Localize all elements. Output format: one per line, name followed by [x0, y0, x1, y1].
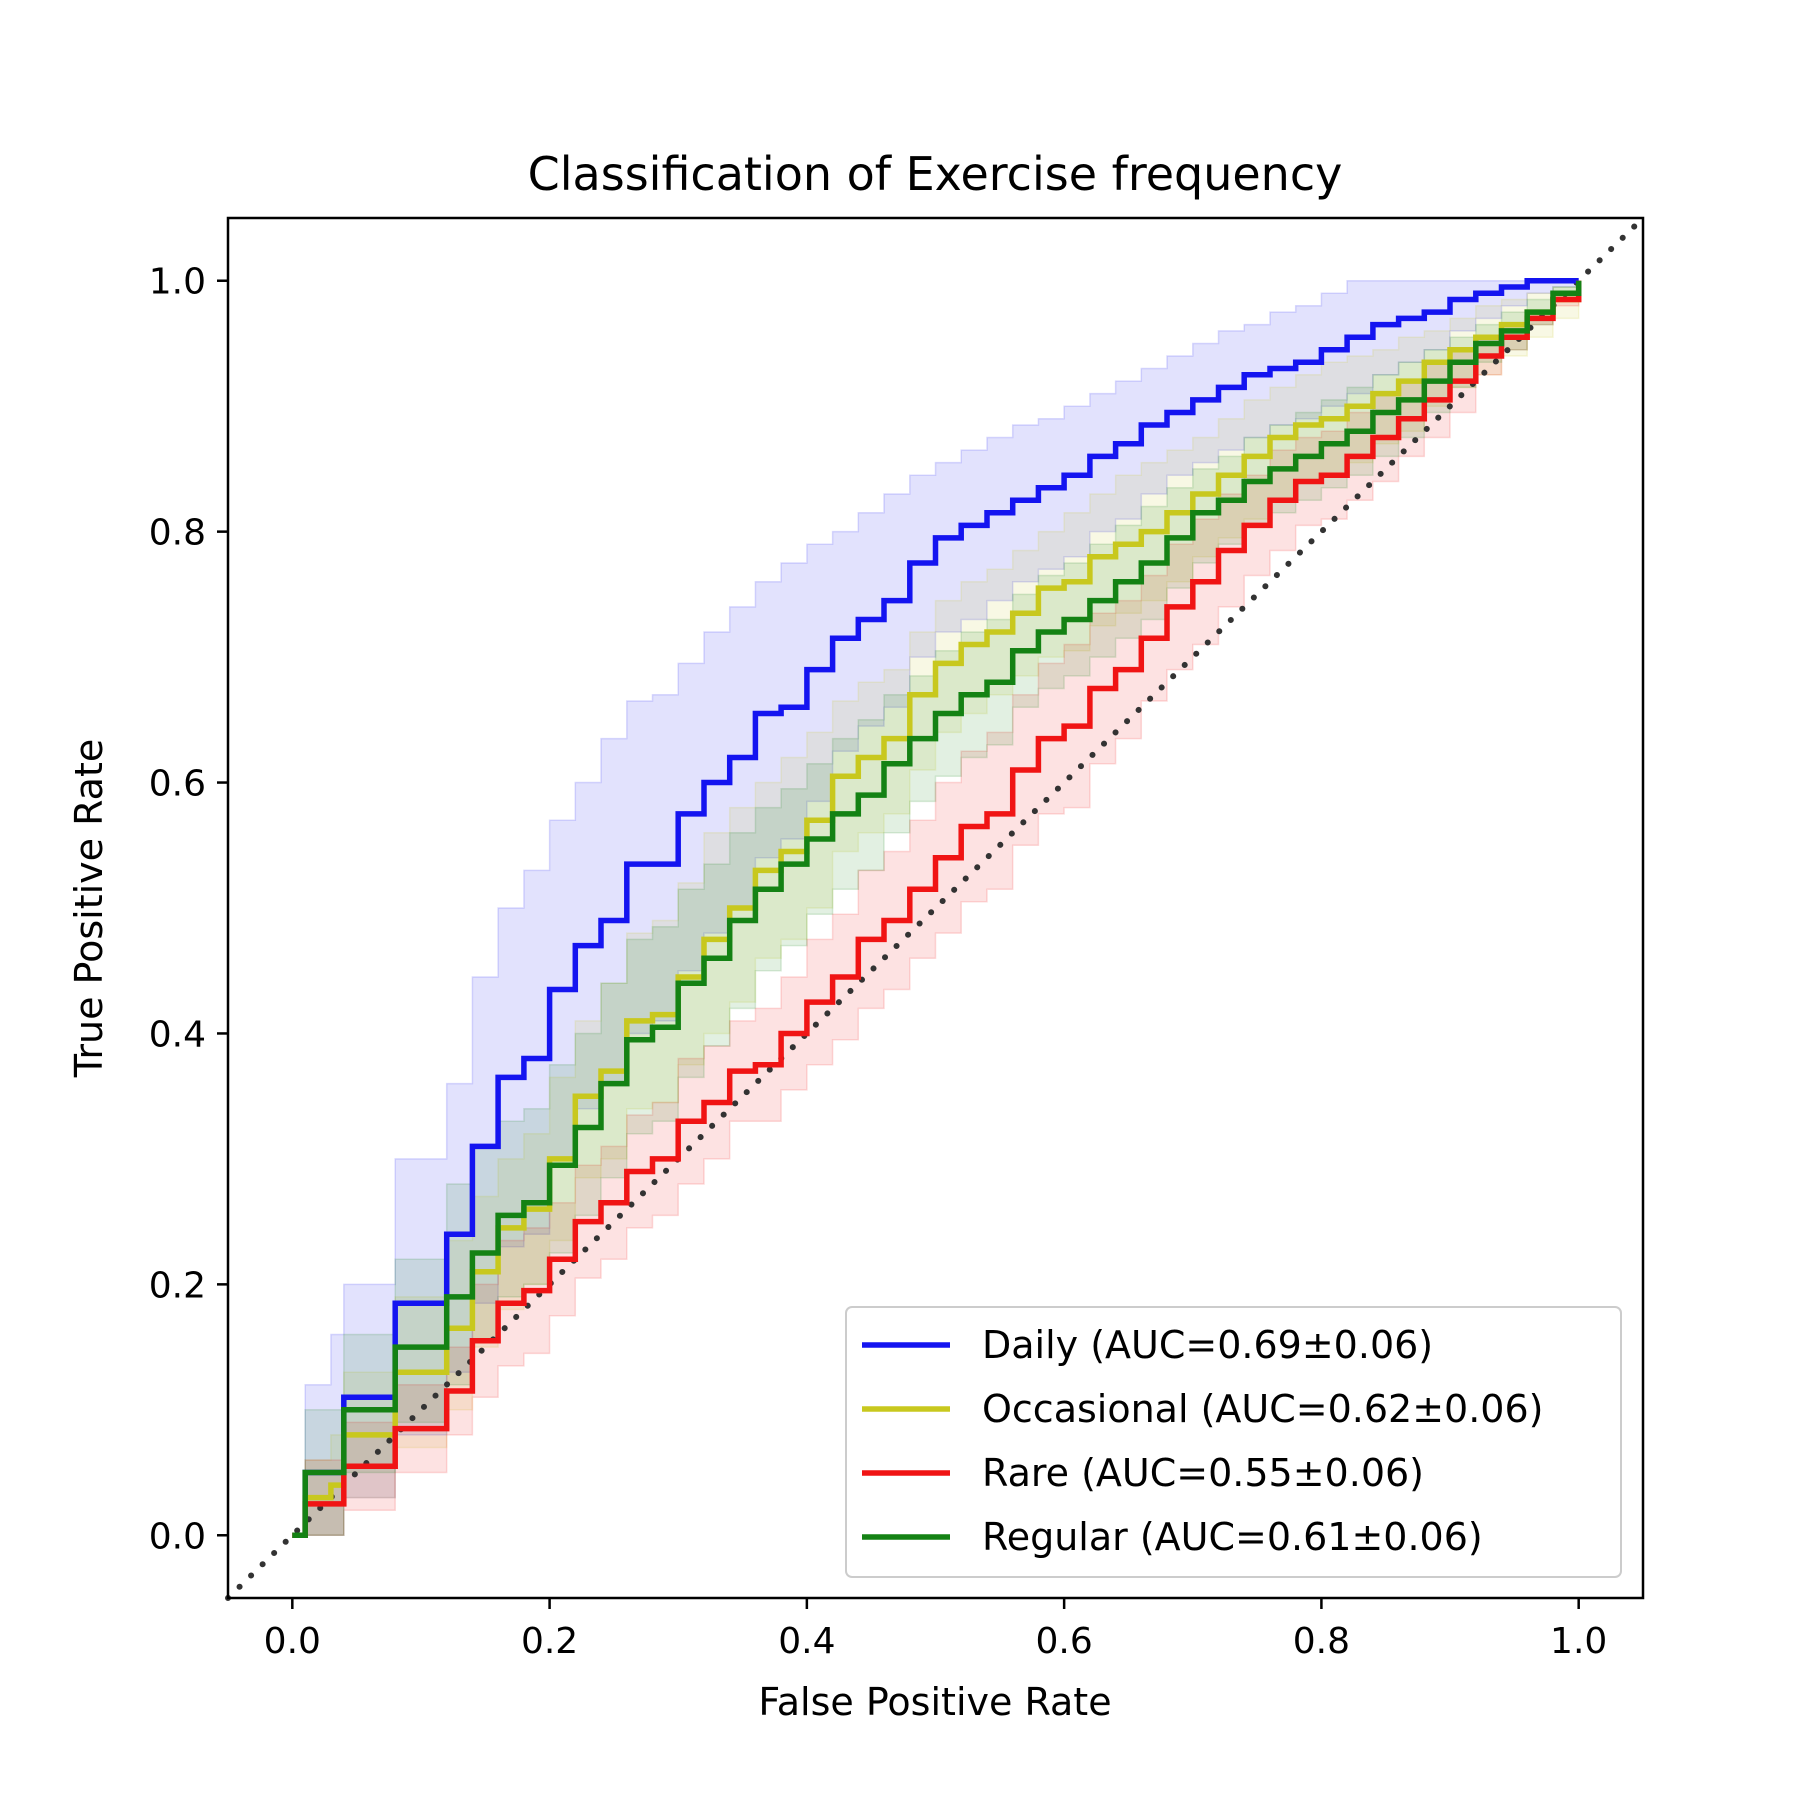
x-tick-label: 0.8 [1293, 1621, 1350, 1662]
plot-frame [226, 216, 1645, 1600]
x-tick-label: 0.0 [264, 1621, 321, 1662]
regular-legend-label: Regular (AUC=0.61±0.06) [982, 1515, 1483, 1559]
daily-confidence-band [292, 279, 1580, 1537]
legend: Daily (AUC=0.69±0.06) Occasional (AUC=0.6… [845, 1306, 1622, 1578]
legend-box [845, 1306, 1622, 1578]
chart-title: Classification of Exercise frequency [528, 147, 1343, 201]
y-tick-label: 0.8 [149, 513, 206, 554]
confidence-bands [292, 279, 1580, 1537]
x-tick-label: 1.0 [1550, 1621, 1607, 1662]
y-tick-label: 1.0 [149, 262, 206, 303]
y-axis-label: True Positive Rate [67, 739, 111, 1079]
y-axis-ticks: 0.0 0.2 0.4 0.6 0.8 1.0 [149, 262, 228, 1557]
x-axis-label: False Positive Rate [758, 1680, 1111, 1724]
daily-roc-line [292, 277, 1579, 1539]
y-tick-label: 0.6 [149, 764, 206, 805]
x-tick-label: 0.2 [521, 1621, 578, 1662]
y-tick-label: 0.2 [149, 1265, 206, 1306]
rare-legend-label: Rare (AUC=0.55±0.06) [982, 1451, 1424, 1495]
daily-legend-label: Daily (AUC=0.69±0.06) [982, 1323, 1433, 1367]
y-tick-label: 0.4 [149, 1014, 206, 1055]
occasional-legend-label: Occasional (AUC=0.62±0.06) [982, 1387, 1543, 1431]
rare-roc-line [292, 280, 1582, 1539]
regular-roc-line [292, 280, 1582, 1539]
x-tick-label: 0.6 [1036, 1621, 1093, 1662]
x-axis-ticks: 0.0 0.2 0.4 0.6 0.8 1.0 [264, 1598, 1607, 1662]
series-lines [292, 277, 1582, 1539]
x-tick-label: 0.4 [778, 1621, 835, 1662]
y-tick-label: 0.0 [149, 1516, 206, 1557]
